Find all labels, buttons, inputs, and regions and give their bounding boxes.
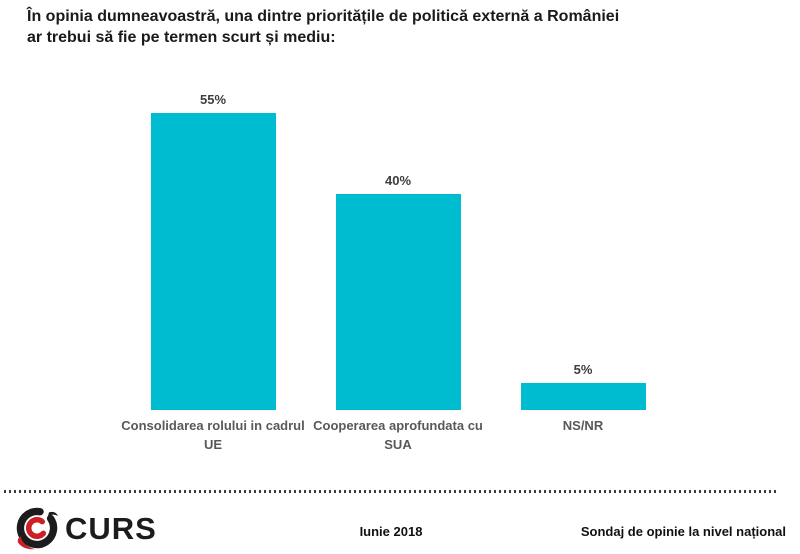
category-label-1: Consolidarea rolului in cadrul UE	[121, 418, 305, 452]
category-label-3: NS/NR	[562, 418, 604, 433]
footer-date: Iunie 2018	[359, 524, 423, 539]
footer-note: Sondaj de opinie la nivel național	[580, 524, 786, 539]
curs-logo: CURS	[14, 505, 157, 551]
bar-1	[150, 113, 276, 410]
footer: CURS Iunie 2018 Sondaj de opinie la nive…	[0, 500, 800, 554]
value-label-1: 55%	[199, 92, 227, 107]
bar-2	[335, 194, 461, 410]
bar-chart: 55% Consolidarea rolului in cadrul UE 40% C…	[121, 92, 646, 452]
curs-logo-icon	[16, 507, 59, 550]
footer-divider	[4, 490, 776, 493]
value-label-2: 40%	[384, 173, 412, 188]
value-label-3: 5%	[573, 362, 593, 377]
curs-logo-text: CURS	[65, 510, 157, 546]
category-label-2: Cooperarea aprofundata cu SUA	[313, 418, 483, 452]
bar-3	[520, 383, 646, 410]
chart-title: În opinia dumneavoastră, una dintre prio…	[27, 8, 620, 46]
